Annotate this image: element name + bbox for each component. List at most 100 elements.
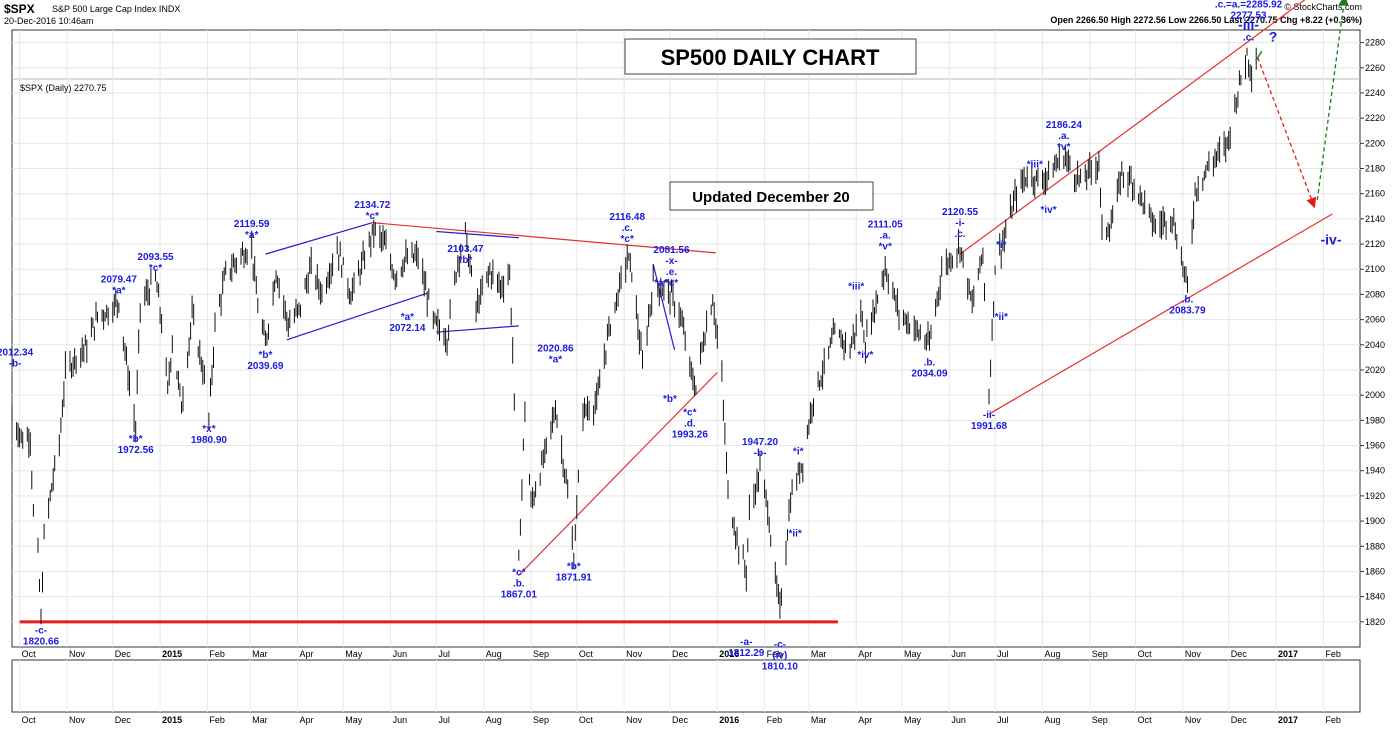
wave-label-line: *c* — [621, 234, 634, 245]
y-tick-label: 2140 — [1365, 214, 1385, 224]
wave-label-line: .d. — [684, 419, 696, 430]
projection-line — [1257, 57, 1317, 209]
wave-label-line: 2111.05 — [868, 219, 903, 230]
wave-label-line: -b- — [754, 448, 767, 459]
wave-label: *iii* — [1027, 160, 1043, 171]
wave-label-line: 1972.56 — [118, 445, 155, 456]
wave-label-line: 1867.01 — [501, 590, 538, 601]
x-tick-label-lower: Mar — [252, 715, 268, 725]
volume-panel — [11, 659, 1361, 713]
wave-label: 2120.55 -i-.c. — [942, 207, 979, 240]
y-tick-label: 2220 — [1365, 113, 1385, 123]
x-tick-label-lower: Jun — [951, 715, 966, 725]
updated-box — [669, 181, 874, 211]
wave-label: *b* — [663, 394, 677, 405]
wave-label-line: 1810.10 — [762, 661, 799, 672]
x-axis-lower: Oct Nov Dec 2015 Feb Mar Apr May Jun Jul Aug Sep Oct… — [22, 715, 1341, 725]
x-tick-label: Aug — [1044, 649, 1060, 659]
wave-label-line: 2093.55 — [137, 252, 174, 263]
wave-label: .b. 2034.09 — [911, 357, 948, 379]
wave-label-line: -b- — [9, 358, 22, 369]
y-tick-label: 2120 — [1365, 239, 1385, 249]
wave-label-line: 2081.56 — [653, 245, 690, 256]
wave-label: -ii-1991.68 — [971, 410, 1008, 432]
x-tick-label-lower: Nov — [626, 715, 643, 725]
trendline — [286, 292, 428, 341]
wave-label-line: 2134.72 — [354, 200, 391, 211]
y-tick-label: 1980 — [1365, 415, 1385, 425]
wave-label: -iv- — [1320, 231, 1341, 247]
wave-label-line: -a- — [740, 637, 752, 648]
wave-label: -c-1820.66 — [23, 626, 60, 648]
wave-label-line: 2119.59 — [234, 219, 270, 230]
x-tick-label: Oct — [579, 649, 594, 659]
wave-label: 2186.24 .a. *v* — [1046, 120, 1083, 153]
x-tick-label-lower: Jul — [438, 715, 450, 725]
wave-label-line: *i* — [996, 240, 1007, 251]
x-tick-label-lower: May — [345, 715, 363, 725]
gridlines — [12, 30, 1360, 712]
x-tick-label: 2015 — [162, 649, 182, 659]
wave-label-line: *a* — [245, 230, 258, 241]
wave-label: *b* 1972.56 — [118, 434, 155, 456]
y-tick-label: 2260 — [1365, 63, 1385, 73]
quote-line: Open 2266.50 High 2272.56 Low 2266.50 La… — [1050, 15, 1362, 25]
x-tick-label-lower: Jul — [997, 715, 1009, 725]
wave-label-line: 2034.09 — [911, 368, 948, 379]
wave-label-line: *iii* — [1027, 160, 1043, 171]
x-tick-label-lower: Aug — [486, 715, 502, 725]
x-tick-label-lower: Apr — [858, 715, 872, 725]
trendlines — [19, 0, 1333, 624]
x-tick-label: Sep — [1092, 649, 1108, 659]
wave-label-line: .e. — [666, 267, 677, 278]
wave-label-line: .c.=a.=2285.92 — [1215, 0, 1283, 10]
price-series — [11, 47, 1263, 625]
wave-label: *b* 1871.91 — [556, 561, 593, 583]
wave-label: *a* — [654, 278, 667, 289]
projection-line — [1316, 0, 1349, 201]
trendline — [988, 213, 1333, 415]
x-tick-label: Feb — [1325, 649, 1341, 659]
wave-label-line: *v* — [879, 241, 892, 252]
x-tick-label: Jun — [393, 649, 408, 659]
x-tick-label: Dec — [1231, 649, 1248, 659]
title-box — [624, 38, 917, 75]
trendline — [518, 372, 718, 576]
wave-label-line: *ii* — [995, 312, 1008, 323]
wave-label-line: *i* — [793, 447, 804, 458]
source-credit: © StockCharts.com — [1284, 2, 1362, 12]
x-tick-label: Nov — [69, 649, 86, 659]
x-tick-label: Mar — [252, 649, 268, 659]
wave-label-line: -c- — [774, 639, 786, 650]
x-tick-label: 2016 — [719, 649, 739, 659]
wave-label-line: .c. — [954, 229, 965, 240]
y-tick-label: 2180 — [1365, 164, 1385, 174]
wave-label-line: 2020.86 — [537, 344, 574, 355]
wave-label-line: 2012.34 — [0, 347, 34, 358]
wave-label-line: *a* — [654, 278, 667, 289]
wave-label-line: *b* — [458, 255, 472, 266]
wave-label: 2081.56 -x-.e. *c* — [653, 245, 690, 289]
projection-arrows — [1257, 0, 1349, 209]
x-tick-label-lower: Dec — [672, 715, 689, 725]
x-tick-label-lower: Nov — [1185, 715, 1202, 725]
y-tick-label: 2240 — [1365, 88, 1385, 98]
wave-label: 2111.05 .a. *v* — [868, 219, 903, 252]
y-tick-label: 1840 — [1365, 592, 1385, 602]
wave-label-line: 1947.20 — [742, 437, 779, 448]
x-tick-label: Jul — [997, 649, 1009, 659]
x-tick-label: 2017 — [1278, 649, 1298, 659]
chart-title: SP500 DAILY CHART — [661, 45, 880, 70]
x-tick-label: May — [345, 649, 363, 659]
wave-label: ? — [1269, 29, 1278, 45]
x-tick-label: Feb — [767, 649, 783, 659]
y-tick-label: 2020 — [1365, 365, 1385, 375]
wave-label-line: 2103.47 — [447, 244, 484, 255]
y-tick-label: 2080 — [1365, 289, 1385, 299]
wave-label-line: *b* — [663, 394, 677, 405]
x-tick-label-lower: 2017 — [1278, 715, 1298, 725]
y-axis: 1820 1840 1860 1880 1900 1920 1940 1960 1980 2000… — [1360, 38, 1385, 627]
wave-label: 2116.48 .c. *c* — [609, 212, 645, 245]
x-tick-label: May — [904, 649, 922, 659]
